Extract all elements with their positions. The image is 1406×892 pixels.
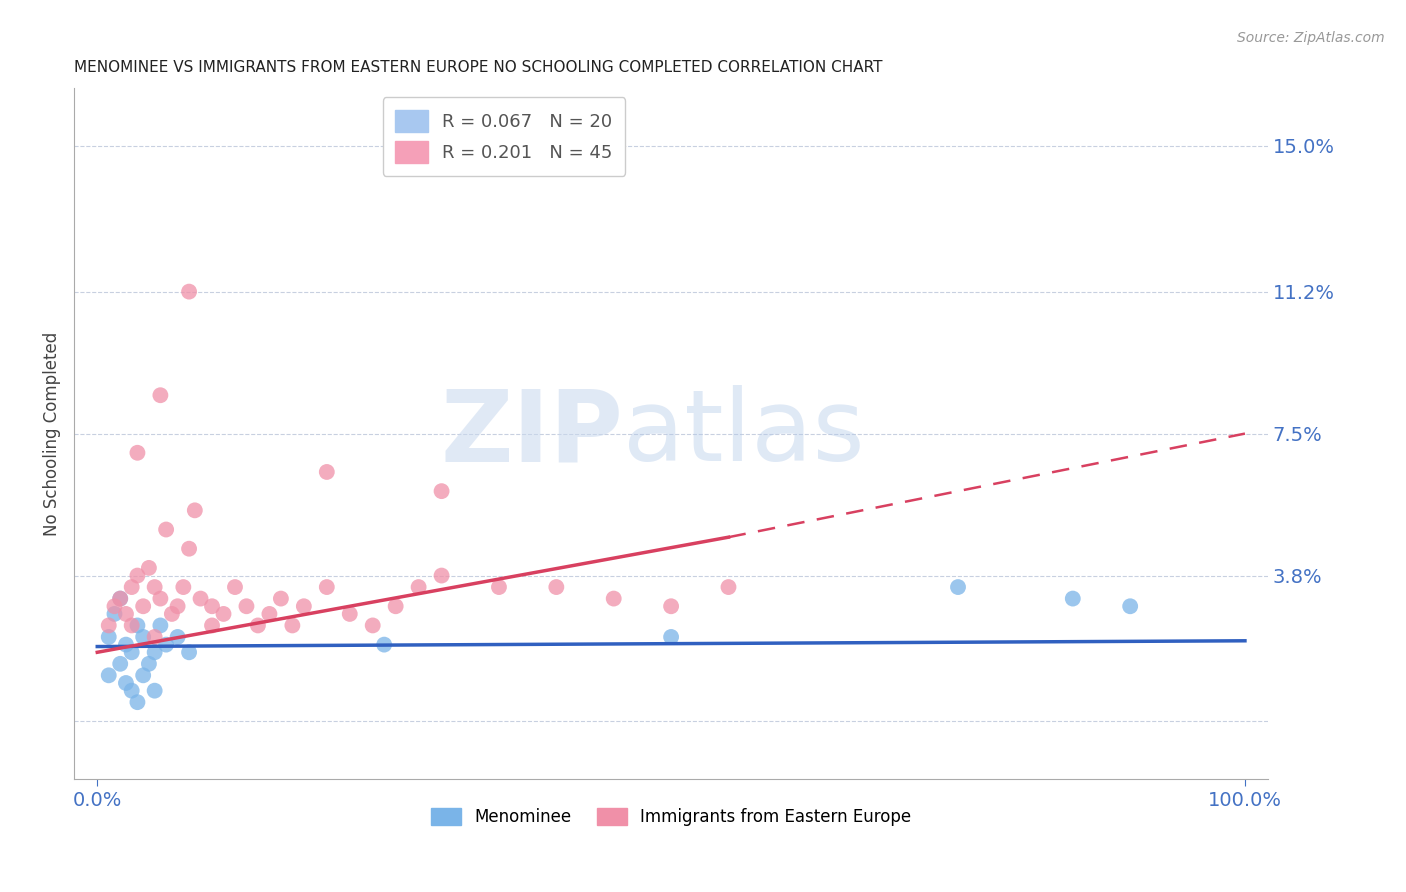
Point	[190, 591, 212, 606]
Point	[246, 618, 269, 632]
Point	[201, 599, 224, 614]
Point	[103, 607, 125, 621]
Y-axis label: No Schooling Completed: No Schooling Completed	[44, 332, 60, 536]
Point	[166, 630, 188, 644]
Point	[115, 607, 138, 621]
Point	[717, 580, 740, 594]
Point	[127, 695, 149, 709]
Point	[177, 645, 200, 659]
Text: ZIP: ZIP	[440, 385, 623, 482]
Point	[115, 638, 138, 652]
Point	[212, 607, 235, 621]
Point	[488, 580, 510, 594]
Point	[143, 580, 166, 594]
Point	[235, 599, 257, 614]
Point	[149, 388, 172, 402]
Point	[121, 618, 143, 632]
Point	[184, 503, 207, 517]
Point	[143, 683, 166, 698]
Point	[155, 523, 177, 537]
Point	[270, 591, 292, 606]
Point	[127, 568, 149, 582]
Point	[1062, 591, 1084, 606]
Text: Source: ZipAtlas.com: Source: ZipAtlas.com	[1237, 31, 1385, 45]
Point	[132, 668, 155, 682]
Point	[430, 484, 453, 499]
Point	[430, 568, 453, 582]
Point	[339, 607, 361, 621]
Point	[946, 580, 969, 594]
Point	[172, 580, 194, 594]
Point	[143, 645, 166, 659]
Point	[149, 618, 172, 632]
Point	[259, 607, 281, 621]
Point	[143, 630, 166, 644]
Point	[177, 285, 200, 299]
Point	[121, 645, 143, 659]
Point	[103, 599, 125, 614]
Point	[166, 599, 188, 614]
Point	[292, 599, 315, 614]
Point	[659, 630, 682, 644]
Text: atlas: atlas	[623, 385, 865, 482]
Text: MENOMINEE VS IMMIGRANTS FROM EASTERN EUROPE NO SCHOOLING COMPLETED CORRELATION C: MENOMINEE VS IMMIGRANTS FROM EASTERN EUR…	[75, 60, 883, 75]
Point	[160, 607, 183, 621]
Point	[127, 618, 149, 632]
Point	[1119, 599, 1142, 614]
Point	[97, 668, 120, 682]
Point	[121, 580, 143, 594]
Point	[224, 580, 246, 594]
Point	[115, 676, 138, 690]
Point	[97, 618, 120, 632]
Point	[127, 446, 149, 460]
Point	[97, 630, 120, 644]
Point	[659, 599, 682, 614]
Point	[408, 580, 430, 594]
Point	[132, 630, 155, 644]
Point	[138, 657, 160, 671]
Point	[361, 618, 384, 632]
Point	[177, 541, 200, 556]
Point	[155, 638, 177, 652]
Point	[121, 683, 143, 698]
Point	[110, 591, 132, 606]
Point	[546, 580, 568, 594]
Point	[315, 580, 337, 594]
Point	[138, 561, 160, 575]
Point	[110, 591, 132, 606]
Point	[373, 638, 395, 652]
Point	[384, 599, 406, 614]
Point	[281, 618, 304, 632]
Legend: Menominee, Immigrants from Eastern Europe: Menominee, Immigrants from Eastern Europ…	[425, 801, 918, 833]
Point	[110, 657, 132, 671]
Point	[603, 591, 626, 606]
Point	[149, 591, 172, 606]
Point	[201, 618, 224, 632]
Point	[315, 465, 337, 479]
Point	[132, 599, 155, 614]
